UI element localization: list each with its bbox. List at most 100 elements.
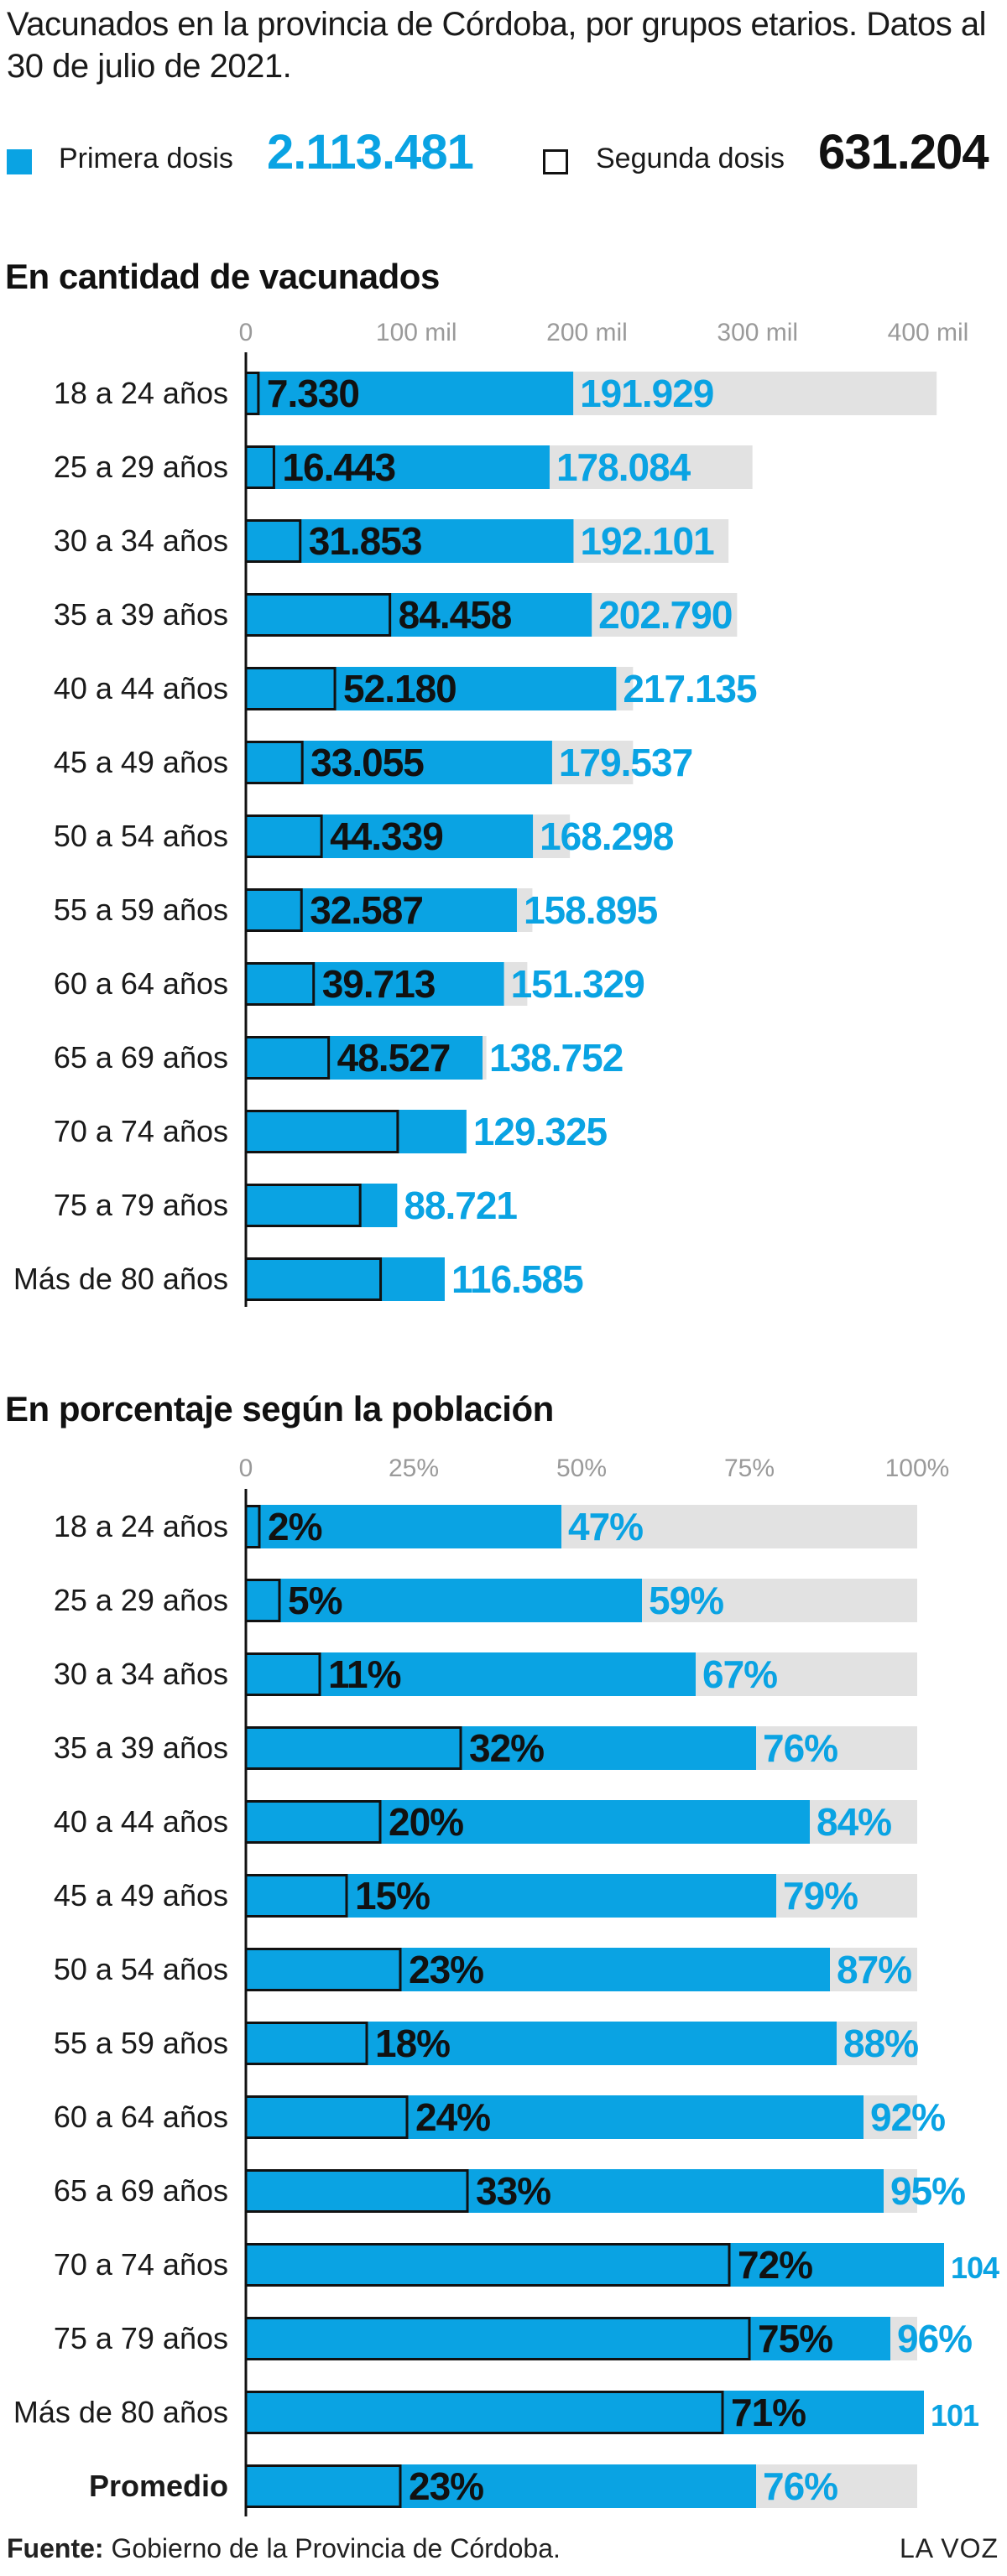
value-first-dose-0-11: 88.721 — [404, 1184, 517, 1227]
category-label-0-6: 50 a 54 años — [54, 819, 228, 853]
category-label-0-2: 30 a 34 años — [54, 523, 228, 558]
value-second-dose-1-4: 20% — [389, 1800, 463, 1844]
value-first-dose-1-6: 87% — [837, 1948, 911, 1991]
legend-value-first: 2.113.481 — [267, 125, 474, 180]
bar-first-dose-0-8 — [246, 962, 504, 1006]
value-second-dose-1-1: 5% — [288, 1579, 342, 1622]
value-second-dose-0-1: 16.443 — [282, 445, 395, 489]
value-second-dose-0-8: 39.713 — [322, 962, 436, 1006]
value-first-dose-1-1: 59% — [649, 1579, 723, 1622]
bar-first-dose-1-8 — [246, 2095, 864, 2139]
bar-first-dose-0-12 — [246, 1257, 445, 1301]
value-second-dose-0-5: 33.055 — [310, 741, 424, 784]
tick-label-1-2: 50% — [556, 1455, 607, 1482]
category-label-0-9: 65 a 69 años — [54, 1040, 228, 1075]
value-second-dose-0-7: 32.587 — [310, 888, 423, 932]
bar-first-dose-1-13 — [246, 2464, 756, 2508]
category-label-0-4: 40 a 44 años — [54, 671, 228, 705]
bar-first-dose-0-0 — [246, 372, 574, 415]
value-second-dose-1-6: 23% — [409, 1948, 483, 1991]
bar-first-dose-1-5 — [246, 1874, 776, 1918]
bar-first-dose-1-3 — [246, 1726, 756, 1770]
value-second-dose-0-6: 44.339 — [330, 814, 443, 858]
category-label-1-0: 18 a 24 años — [54, 1509, 228, 1543]
tick-label-0-4: 400 mil — [888, 319, 969, 346]
value-second-dose-0-2: 31.853 — [309, 519, 422, 563]
value-second-dose-1-7: 18% — [375, 2022, 450, 2065]
section-title-percentage: En porcentaje según la población — [5, 1389, 554, 1429]
category-label-0-1: 25 a 29 años — [54, 450, 228, 484]
value-second-dose-1-0: 2% — [268, 1505, 322, 1548]
category-label-0-5: 45 a 49 años — [54, 745, 228, 779]
value-first-dose-0-2: 192.101 — [580, 519, 714, 563]
value-first-dose-0-4: 217.135 — [623, 667, 757, 710]
bar-first-dose-0-5 — [246, 741, 552, 784]
value-first-dose-1-4: 84% — [817, 1800, 891, 1844]
source-text: Gobierno de la Provincia de Córdoba. — [103, 2533, 561, 2563]
value-second-dose-0-9: 48.527 — [337, 1036, 451, 1080]
bar-first-dose-1-12 — [246, 2391, 924, 2434]
category-label-1-8: 60 a 64 años — [54, 2100, 228, 2134]
bar-first-dose-1-6 — [246, 1948, 830, 1991]
brand-logo-text: LA VOZ — [899, 2533, 999, 2563]
category-label-0-3: 35 a 39 años — [54, 597, 228, 632]
value-second-dose-1-8: 24% — [415, 2095, 490, 2139]
value-first-dose-1-12: 101 — [931, 2398, 979, 2433]
value-second-dose-1-12: 71% — [731, 2391, 806, 2434]
tick-label-1-1: 25% — [389, 1455, 439, 1482]
value-first-dose-1-7: 88% — [843, 2022, 918, 2065]
category-label-1-1: 25 a 29 años — [54, 1583, 228, 1617]
category-label-1-2: 30 a 34 años — [54, 1657, 228, 1691]
tick-label-0-2: 200 mil — [546, 319, 628, 346]
category-label-1-4: 40 a 44 años — [54, 1804, 228, 1839]
tick-label-0-3: 300 mil — [717, 319, 798, 346]
value-first-dose-1-11: 96% — [897, 2317, 972, 2360]
bar-first-dose-1-7 — [246, 2022, 837, 2065]
value-second-dose-1-5: 15% — [355, 1874, 430, 1918]
bar-first-dose-0-4 — [246, 667, 617, 710]
value-first-dose-1-3: 76% — [763, 1726, 837, 1770]
legend-label-second: Segunda dosis — [596, 143, 785, 174]
category-label-0-0: 18 a 24 años — [54, 376, 228, 410]
bar-first-dose-1-0 — [246, 1505, 561, 1548]
section-title-quantity: En cantidad de vacunados — [5, 257, 440, 296]
bar-first-dose-1-1 — [246, 1579, 642, 1622]
bar-first-dose-0-11 — [246, 1184, 398, 1227]
value-first-dose-1-9: 95% — [890, 2169, 965, 2213]
category-label-0-12: Más de 80 años — [13, 1262, 228, 1296]
value-first-dose-0-7: 158.895 — [524, 888, 658, 932]
chart-title: Vacunados en la provincia de Córdoba, po… — [7, 6, 986, 85]
value-first-dose-1-8: 92% — [870, 2095, 945, 2139]
bar-first-dose-1-2 — [246, 1652, 696, 1696]
value-second-dose-1-2: 11% — [328, 1652, 401, 1696]
value-second-dose-1-9: 33% — [476, 2169, 550, 2213]
tick-label-0-1: 100 mil — [376, 319, 457, 346]
value-first-dose-0-10: 129.325 — [473, 1110, 608, 1153]
category-label-1-11: 75 a 79 años — [54, 2321, 228, 2355]
value-first-dose-0-5: 179.537 — [559, 741, 692, 784]
category-label-1-13: Promedio — [89, 2469, 228, 2503]
tick-label-0-0: 0 — [239, 319, 253, 346]
value-first-dose-1-2: 67% — [702, 1652, 777, 1696]
category-label-1-5: 45 a 49 años — [54, 1878, 228, 1912]
value-first-dose-1-5: 79% — [783, 1874, 858, 1918]
category-label-1-3: 35 a 39 años — [54, 1730, 228, 1765]
bar-first-dose-0-6 — [246, 814, 534, 858]
value-first-dose-1-10: 104 — [951, 2251, 999, 2285]
value-second-dose-1-11: 75% — [758, 2317, 832, 2360]
source-label: Fuente: — [7, 2533, 104, 2563]
value-first-dose-1-13: 76% — [763, 2464, 837, 2508]
value-second-dose-1-10: 72% — [738, 2243, 812, 2287]
category-label-1-7: 55 a 59 años — [54, 2026, 228, 2060]
category-label-1-9: 65 a 69 años — [54, 2173, 228, 2208]
value-first-dose-0-3: 202.790 — [598, 593, 732, 637]
value-second-dose-0-3: 84.458 — [399, 593, 512, 637]
tick-label-1-3: 75% — [724, 1455, 775, 1482]
bar-first-dose-0-9 — [246, 1036, 483, 1080]
category-label-1-10: 70 a 74 años — [54, 2247, 228, 2282]
bar-first-dose-1-10 — [246, 2243, 944, 2287]
value-first-dose-0-12: 116.585 — [451, 1257, 583, 1301]
tick-label-1-0: 0 — [239, 1455, 253, 1482]
bar-first-dose-0-1 — [246, 445, 550, 489]
